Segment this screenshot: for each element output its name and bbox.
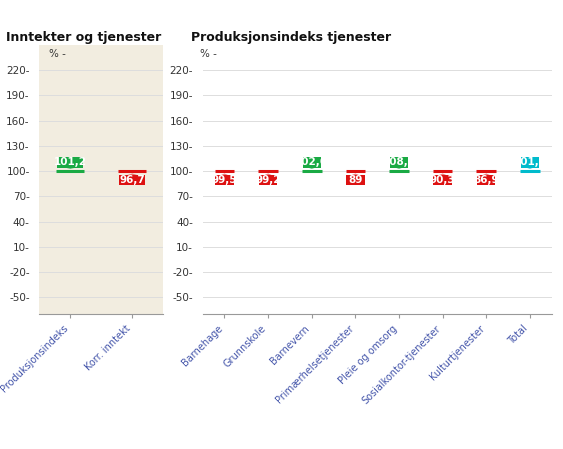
Polygon shape [127,174,137,175]
Text: 101,2: 101,2 [513,157,547,167]
Text: 99,5: 99,5 [212,175,237,185]
Polygon shape [265,174,271,175]
FancyBboxPatch shape [346,175,365,185]
Text: 96,7: 96,7 [119,175,145,185]
Polygon shape [526,168,533,169]
Text: Inntekter og tjenester: Inntekter og tjenester [6,31,161,44]
FancyBboxPatch shape [434,175,452,185]
Polygon shape [309,168,315,169]
FancyBboxPatch shape [259,175,278,185]
Polygon shape [352,174,359,175]
Polygon shape [439,174,446,175]
Text: 108,7: 108,7 [382,157,415,167]
FancyBboxPatch shape [215,175,234,185]
Text: 99,2: 99,2 [256,175,281,185]
FancyBboxPatch shape [477,175,495,185]
Text: 90,3: 90,3 [430,175,455,185]
Polygon shape [396,168,403,169]
Text: 101,2: 101,2 [54,157,87,167]
Text: Produksjonsindeks tjenester: Produksjonsindeks tjenester [191,31,391,44]
FancyBboxPatch shape [521,157,539,168]
Text: % -: % - [49,49,65,59]
FancyBboxPatch shape [119,175,145,185]
Polygon shape [221,174,228,175]
Polygon shape [483,174,490,175]
FancyBboxPatch shape [302,157,321,168]
Polygon shape [65,168,75,169]
Text: 86,9: 86,9 [473,175,499,185]
FancyBboxPatch shape [390,157,408,168]
Text: 89: 89 [348,175,363,185]
Text: % -: % - [200,49,217,59]
Text: 102,6: 102,6 [295,157,328,167]
FancyBboxPatch shape [57,157,83,168]
